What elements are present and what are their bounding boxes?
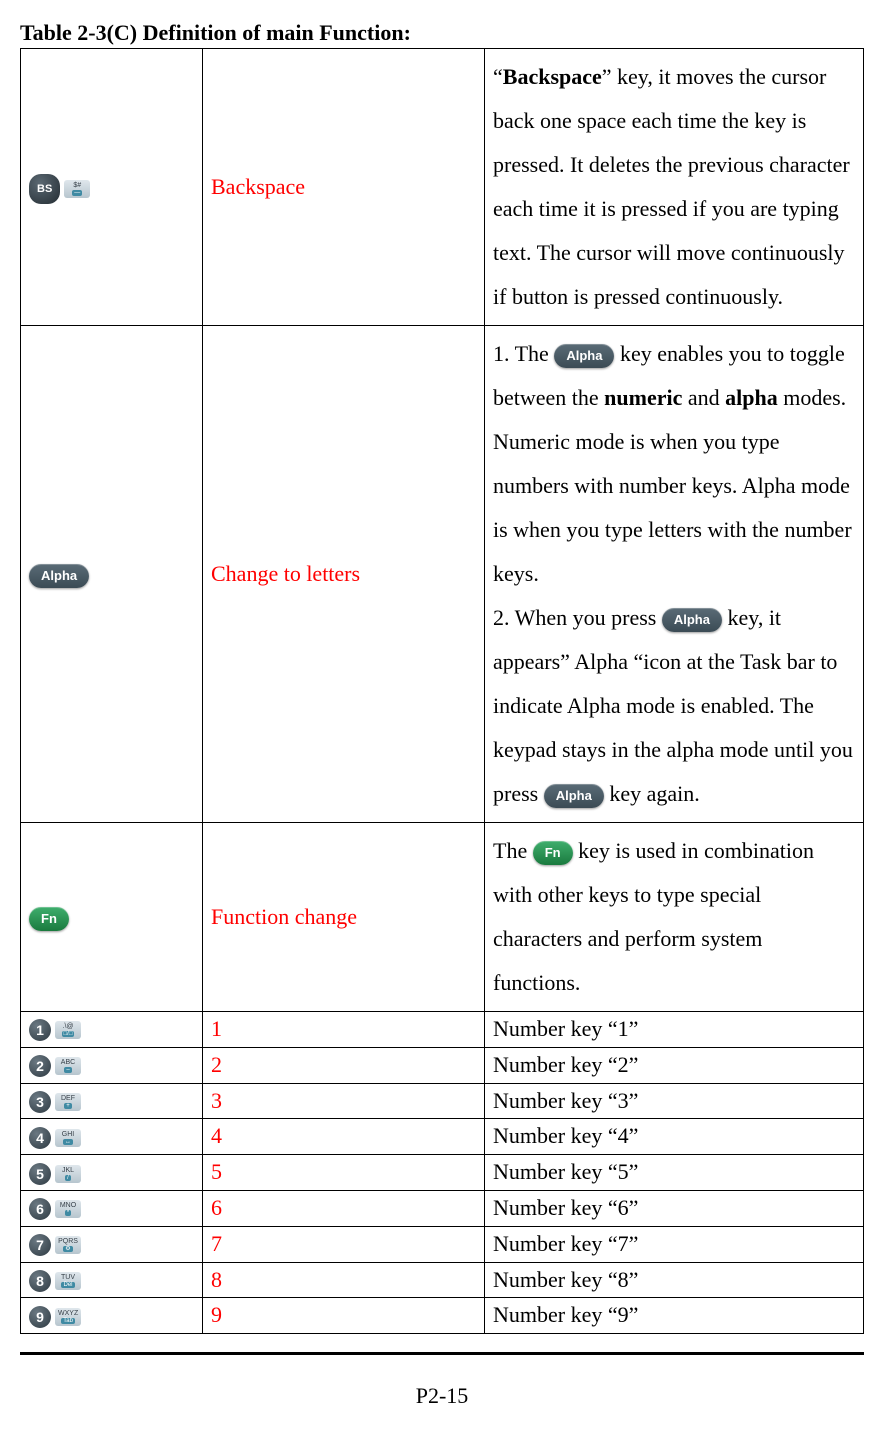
cell-key-1: 1.\@□/□ (21, 1012, 203, 1048)
cell-name-2: 2 (203, 1047, 485, 1083)
numkey-3-icon: 3DEF+ (29, 1091, 81, 1113)
cell-desc-fn: The Fn key is used in combination with o… (485, 823, 864, 1012)
alpha-inline-icon-1: Alpha (554, 344, 614, 368)
row-num-7: 7PQRS⚙ 7Number key “7” (21, 1226, 864, 1262)
cell-name-4: 4 (203, 1119, 485, 1155)
function-table: BS $#— Backspace “Backspace” key, it mov… (20, 48, 864, 1334)
row-num-4: 4GHI↔ 4Number key “4” (21, 1119, 864, 1155)
cell-desc-9: Number key “9” (485, 1298, 864, 1334)
alpha-key-icon: Alpha (29, 564, 89, 588)
cell-name-alpha: Change to letters (203, 326, 485, 823)
cell-key-4: 4GHI↔ (21, 1119, 203, 1155)
cell-name-7: 7 (203, 1226, 485, 1262)
cell-desc-4: Number key “4” (485, 1119, 864, 1155)
cell-key-backspace: BS $#— (21, 49, 203, 326)
cell-desc-alpha: 1. The Alpha key enables you to toggle b… (485, 326, 864, 823)
cell-key-8: 8TUVDel (21, 1262, 203, 1298)
cell-desc-8: Number key “8” (485, 1262, 864, 1298)
cell-name-8: 8 (203, 1262, 485, 1298)
bs-label: BS (29, 174, 60, 204)
cell-key-9: 9WXYZTab (21, 1298, 203, 1334)
fn-key-icon: Fn (29, 907, 69, 931)
numkey-7-icon: 7PQRS⚙ (29, 1234, 81, 1256)
cell-desc-backspace: “Backspace” key, it moves the cursor bac… (485, 49, 864, 326)
numkey-8-icon: 8TUVDel (29, 1270, 81, 1292)
row-num-3: 3DEF+ 3Number key “3” (21, 1083, 864, 1119)
numkey-9-icon: 9WXYZTab (29, 1306, 81, 1328)
page-number: P2-15 (20, 1383, 864, 1409)
cell-desc-1: Number key “1” (485, 1012, 864, 1048)
cell-name-5: 5 (203, 1155, 485, 1191)
fn-inline-icon: Fn (533, 841, 573, 865)
cell-name-1: 1 (203, 1012, 485, 1048)
cell-key-6: 6MNO* (21, 1190, 203, 1226)
backspace-key-icon: BS $#— (29, 174, 90, 204)
cell-name-9: 9 (203, 1298, 485, 1334)
cell-key-2: 2ABC– (21, 1047, 203, 1083)
row-num-9: 9WXYZTab 9Number key “9” (21, 1298, 864, 1334)
cell-name-fn: Function change (203, 823, 485, 1012)
row-backspace: BS $#— Backspace “Backspace” key, it mov… (21, 49, 864, 326)
cell-key-3: 3DEF+ (21, 1083, 203, 1119)
numkey-1-icon: 1.\@□/□ (29, 1019, 81, 1041)
numkey-4-icon: 4GHI↔ (29, 1127, 81, 1149)
cell-desc-3: Number key “3” (485, 1083, 864, 1119)
numkey-5-icon: 5JKL/ (29, 1163, 81, 1185)
cell-desc-2: Number key “2” (485, 1047, 864, 1083)
numkey-6-icon: 6MNO* (29, 1198, 81, 1220)
cell-desc-6: Number key “6” (485, 1190, 864, 1226)
row-num-1: 1.\@□/□ 1Number key “1” (21, 1012, 864, 1048)
alpha-inline-icon-2: Alpha (662, 608, 722, 632)
row-num-5: 5JKL/5Number key “5” (21, 1155, 864, 1191)
table-title: Table 2-3(C) Definition of main Function… (20, 20, 864, 46)
alpha-inline-icon-3: Alpha (544, 784, 604, 808)
row-fn: Fn Function change The Fn key is used in… (21, 823, 864, 1012)
row-alpha: Alpha Change to letters 1. The Alpha key… (21, 326, 864, 823)
cell-name-6: 6 (203, 1190, 485, 1226)
cell-name-backspace: Backspace (203, 49, 485, 326)
row-num-2: 2ABC– 2Number key “2” (21, 1047, 864, 1083)
cell-key-5: 5JKL/ (21, 1155, 203, 1191)
cell-name-3: 3 (203, 1083, 485, 1119)
row-num-6: 6MNO* 6Number key “6” (21, 1190, 864, 1226)
cell-key-fn: Fn (21, 823, 203, 1012)
cell-key-alpha: Alpha (21, 326, 203, 823)
numkey-2-icon: 2ABC– (29, 1055, 81, 1077)
footer-rule (20, 1352, 864, 1355)
cell-desc-5: Number key “5” (485, 1155, 864, 1191)
cell-key-7: 7PQRS⚙ (21, 1226, 203, 1262)
backspace-bold: Backspace (503, 64, 602, 89)
row-num-8: 8TUVDel 8Number key “8” (21, 1262, 864, 1298)
cell-desc-7: Number key “7” (485, 1226, 864, 1262)
